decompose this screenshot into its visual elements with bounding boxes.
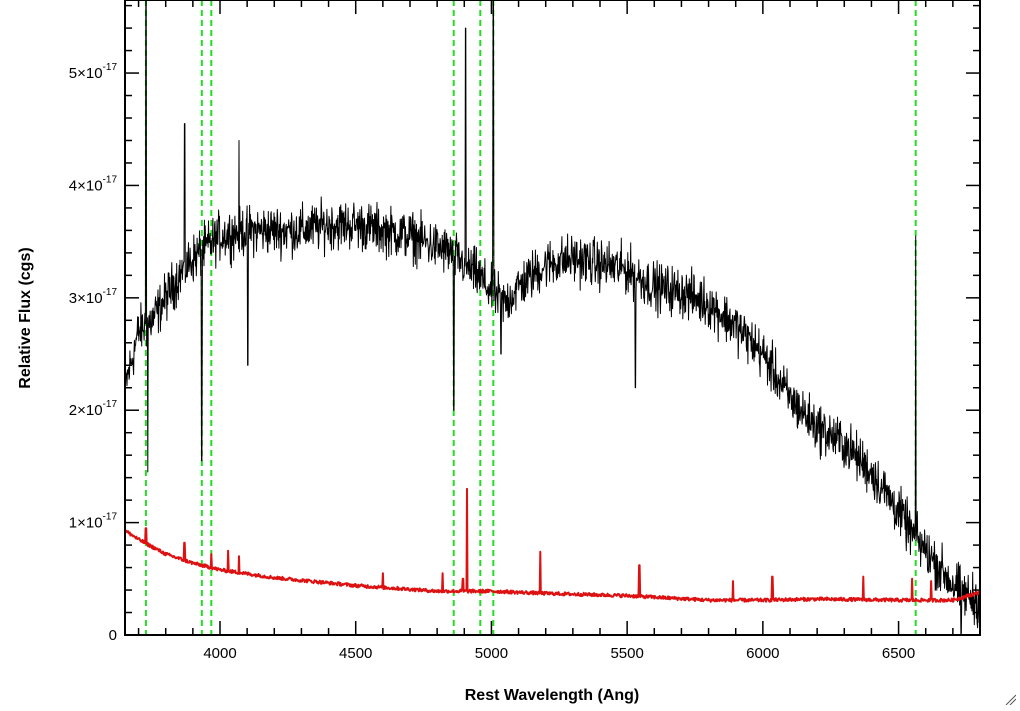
x-tick-label: 5500 bbox=[610, 645, 643, 662]
x-axis-label: Rest Wavelength (Ang) bbox=[465, 687, 640, 704]
y-tick-label: 5×10-17 bbox=[69, 62, 118, 82]
axes bbox=[124, 0, 981, 636]
y-tick-label: 0 bbox=[109, 627, 117, 644]
x-tick-label: 4500 bbox=[339, 645, 372, 662]
series-layer bbox=[125, 0, 980, 635]
reference-lines bbox=[144, 0, 917, 635]
plot-frame bbox=[124, 0, 981, 636]
x-tick-label: 5000 bbox=[475, 645, 508, 662]
error-series bbox=[125, 487, 980, 603]
tick-labels: 4000 4500 5000 5500 6000 6500 0 1×10-17 2×10-17 3… bbox=[69, 62, 916, 662]
y-axis-label: Relative Flux (cgs) bbox=[17, 247, 34, 388]
y-tick-label: 1×10-17 bbox=[69, 512, 118, 532]
spectrum-series bbox=[125, 0, 980, 635]
y-tick-label: 3×10-17 bbox=[69, 287, 118, 307]
y-tick-label: 4×10-17 bbox=[69, 174, 118, 194]
resize-grip-icon[interactable] bbox=[1004, 692, 1017, 706]
x-tick-label: 6500 bbox=[882, 645, 915, 662]
x-tick-label: 6000 bbox=[746, 645, 779, 662]
x-tick-label: 4000 bbox=[203, 645, 236, 662]
y-tick-label: 2×10-17 bbox=[69, 399, 118, 419]
